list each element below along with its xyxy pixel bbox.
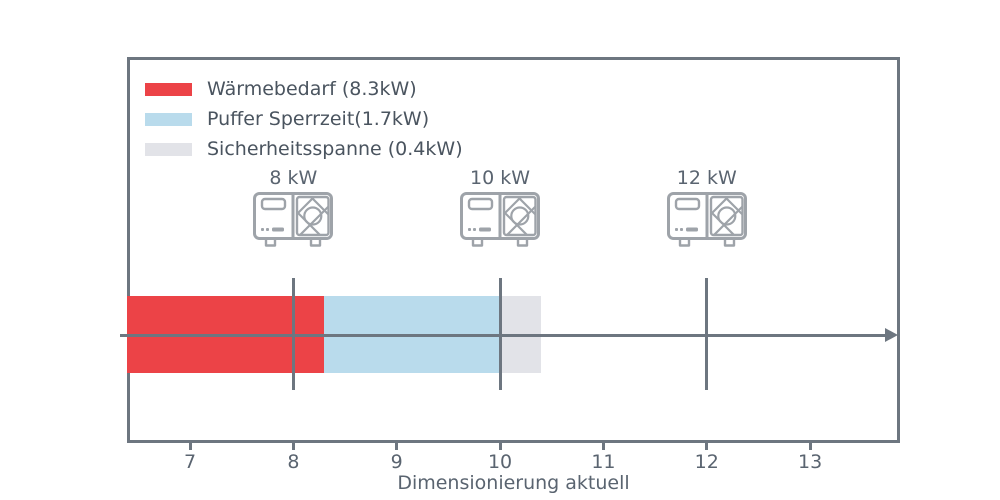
heat-pump-icon bbox=[666, 192, 747, 250]
pump-power-label: 12 kW bbox=[676, 167, 737, 189]
legend-swatch-icon bbox=[145, 142, 192, 156]
x-tick-mark bbox=[188, 443, 192, 450]
legend-item-label: Sicherheitsspanne (0.4kW) bbox=[207, 138, 463, 160]
x-tick-mark bbox=[395, 443, 399, 450]
pump-power-label: 8 kW bbox=[269, 167, 318, 189]
axis-arrow-line bbox=[120, 334, 887, 337]
legend-item: Sicherheitsspanne (0.4kW) bbox=[145, 138, 463, 160]
legend-item-label: Wärmebedarf (8.3kW) bbox=[207, 78, 417, 100]
x-axis-label: Dimensionierung aktuell bbox=[397, 472, 630, 494]
plot-area bbox=[127, 57, 900, 443]
x-tick-label: 12 bbox=[694, 451, 719, 473]
x-tick-label: 13 bbox=[797, 451, 823, 473]
heat-pump-icon bbox=[253, 192, 334, 250]
legend-swatch-icon bbox=[145, 82, 192, 96]
x-tick-mark bbox=[808, 443, 812, 450]
x-tick-label: 10 bbox=[487, 451, 513, 473]
legend-item: Puffer Sperrzeit(1.7kW) bbox=[145, 108, 429, 130]
heat-pump-icon bbox=[460, 192, 541, 250]
x-tick-label: 9 bbox=[390, 451, 403, 473]
pump-power-label: 10 kW bbox=[470, 167, 531, 189]
x-tick-label: 7 bbox=[183, 451, 197, 473]
x-tick-mark bbox=[705, 443, 709, 450]
legend-swatch-icon bbox=[145, 112, 192, 126]
legend-item-label: Puffer Sperrzeit(1.7kW) bbox=[207, 108, 430, 130]
x-tick-mark bbox=[291, 443, 295, 450]
x-tick-mark bbox=[498, 443, 502, 450]
x-tick-mark bbox=[601, 443, 605, 450]
x-tick-label: 8 bbox=[287, 451, 300, 473]
legend-item: Wärmebedarf (8.3kW) bbox=[145, 78, 417, 100]
x-tick-label: 11 bbox=[591, 451, 616, 473]
axis-arrowhead-icon bbox=[885, 328, 898, 342]
